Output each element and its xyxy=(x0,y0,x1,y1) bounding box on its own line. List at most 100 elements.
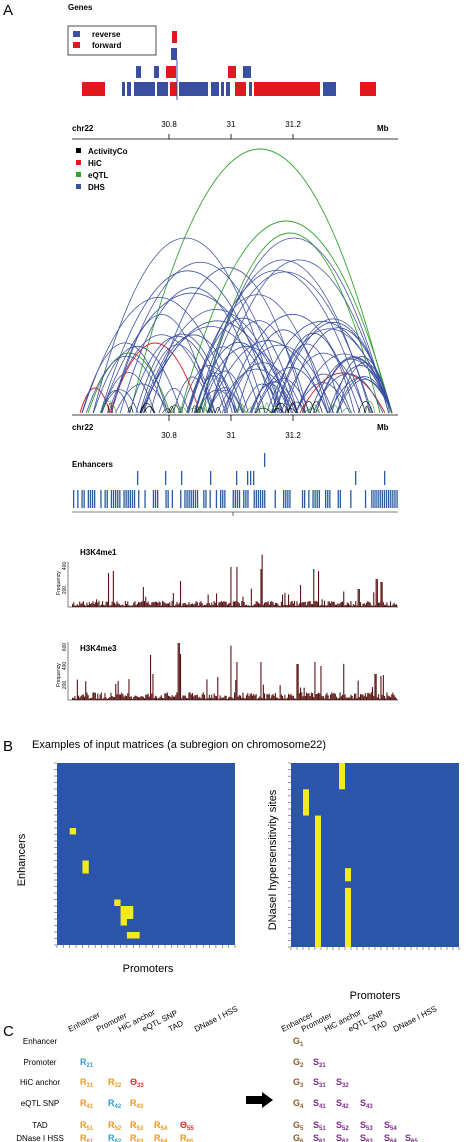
histone-bar xyxy=(88,602,90,607)
axis-top-chrom: chr22 xyxy=(72,124,94,133)
enhancer-mark xyxy=(247,471,249,485)
histone-bar xyxy=(369,694,371,700)
axis-top-unit: Mb xyxy=(377,124,389,133)
interaction-arc xyxy=(85,355,167,414)
enhancer-mark xyxy=(186,490,188,508)
histone-bar xyxy=(218,602,220,607)
histone-bar xyxy=(360,602,362,607)
histone-bar xyxy=(142,696,144,700)
histone-bar xyxy=(152,674,154,700)
histone-bar xyxy=(355,693,357,700)
interaction-arc xyxy=(191,405,198,414)
panel-b-letter: B xyxy=(3,738,13,755)
histone-bar xyxy=(319,605,321,607)
histone-bar xyxy=(385,604,387,607)
enhancer-mark xyxy=(327,490,329,508)
histone-bar xyxy=(249,694,251,700)
enhancer-mark xyxy=(262,490,264,508)
histone-bar xyxy=(330,603,332,607)
histone-bar xyxy=(156,601,158,607)
histone-bar xyxy=(198,697,200,700)
panel-c-letter: C xyxy=(3,1023,14,1040)
interaction-arc xyxy=(198,407,208,414)
histone-bar xyxy=(247,693,249,700)
enhancer-mark xyxy=(123,490,125,508)
histone-bar xyxy=(270,602,272,607)
histone-bar xyxy=(288,594,290,607)
enhancer-mark xyxy=(396,490,398,508)
histone-bar xyxy=(345,604,347,607)
histone-bar xyxy=(318,571,320,607)
histone-bar xyxy=(338,604,340,607)
histone-bar xyxy=(202,692,204,700)
relation-cell: R64 xyxy=(154,1133,168,1142)
histone-bar xyxy=(84,604,86,607)
enhancer-mark xyxy=(392,490,394,508)
histone-bar xyxy=(163,698,165,700)
enhancer-mark xyxy=(87,490,89,508)
enhancer-mark xyxy=(224,490,226,508)
interaction-arc xyxy=(206,387,244,414)
h3k4me3-ylabel: Frequency xyxy=(56,663,62,687)
matrix-hit xyxy=(126,932,140,939)
h3k4me3-ytick-400: 400 xyxy=(62,662,68,671)
histone-bar xyxy=(99,694,101,700)
histone-bar xyxy=(313,697,315,700)
histone-bar xyxy=(144,698,146,700)
histone-bar xyxy=(345,697,347,700)
interaction-arc xyxy=(303,408,321,414)
relation-cell-subscript: 42 xyxy=(342,1104,349,1110)
histone-bar xyxy=(140,602,142,607)
relation-cell: S52 xyxy=(336,1120,349,1132)
histone-bar xyxy=(318,692,320,700)
histone-bar xyxy=(206,679,208,700)
enhancer-mark xyxy=(243,490,245,508)
histone-bar xyxy=(204,604,206,607)
histone-bar xyxy=(262,604,264,607)
histone-bar xyxy=(276,697,278,700)
gene-block xyxy=(249,82,252,96)
histone-bar xyxy=(296,664,298,700)
histone-bar xyxy=(124,695,126,700)
interaction-arc xyxy=(207,407,214,414)
histone-bar xyxy=(112,571,114,607)
histone-bar xyxy=(76,604,78,607)
histone-bar xyxy=(100,692,102,700)
histone-bar xyxy=(217,676,219,700)
histone-bar xyxy=(115,604,117,607)
enhancer-mark xyxy=(89,490,92,508)
interaction-arc xyxy=(195,259,371,414)
histone-bar xyxy=(331,692,333,700)
histone-bar xyxy=(312,604,314,607)
enhancer-mark xyxy=(106,490,108,508)
enhancer-mark xyxy=(190,490,192,508)
histone-bar xyxy=(162,698,164,700)
histone-bar xyxy=(313,569,315,607)
histone-bar xyxy=(384,696,386,700)
histone-bar xyxy=(158,697,160,700)
histone-bar xyxy=(160,605,162,607)
histone-bar xyxy=(100,604,102,607)
histone-bar xyxy=(308,601,310,607)
histone-bar xyxy=(138,601,140,607)
histone-bar xyxy=(94,692,96,700)
histone-bar xyxy=(285,698,287,700)
relation-cell: S32 xyxy=(336,1077,349,1089)
histone-bar xyxy=(376,697,378,700)
histone-bar xyxy=(172,593,174,607)
histone-bar xyxy=(192,603,194,607)
histone-bar xyxy=(207,698,209,700)
relation-cell: G5 xyxy=(293,1120,304,1132)
interaction-arc xyxy=(162,408,173,414)
histone-bar xyxy=(136,696,138,700)
histone-bar xyxy=(297,605,299,607)
histone-bar xyxy=(309,695,311,700)
interaction-arcs xyxy=(79,148,393,414)
relation-cell-subscript: 5 xyxy=(300,1126,304,1132)
histone-bar xyxy=(337,698,339,700)
histone-bar xyxy=(78,695,80,700)
histone-bar xyxy=(238,695,240,700)
histone-bar xyxy=(134,695,136,700)
histone-bar xyxy=(211,694,213,700)
enhancer-mark xyxy=(222,490,224,508)
